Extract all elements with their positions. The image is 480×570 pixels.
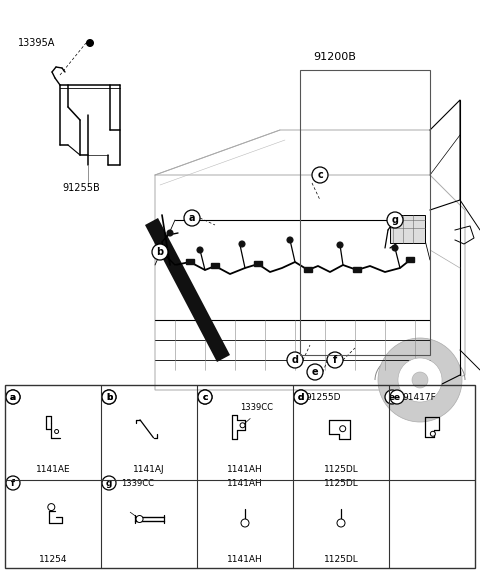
Circle shape <box>136 515 143 523</box>
Bar <box>353 267 361 272</box>
Text: b: b <box>106 393 112 401</box>
Text: 1141AE: 1141AE <box>36 466 70 474</box>
Circle shape <box>240 423 245 428</box>
Text: 1141AJ: 1141AJ <box>133 466 165 474</box>
Text: d: d <box>298 393 304 401</box>
Circle shape <box>239 241 245 247</box>
Circle shape <box>387 212 403 228</box>
Text: f: f <box>333 355 337 365</box>
Circle shape <box>184 210 200 226</box>
Circle shape <box>327 352 343 368</box>
Bar <box>406 257 414 262</box>
Circle shape <box>198 390 212 404</box>
Text: 91255B: 91255B <box>62 183 100 193</box>
Text: 91200B: 91200B <box>313 52 357 62</box>
Circle shape <box>86 39 94 47</box>
Circle shape <box>198 390 212 404</box>
Circle shape <box>102 476 116 490</box>
Text: b: b <box>106 393 112 401</box>
Circle shape <box>102 390 116 404</box>
Circle shape <box>412 372 428 388</box>
Circle shape <box>294 390 308 404</box>
Text: 1339CC: 1339CC <box>121 478 154 487</box>
Bar <box>304 267 312 272</box>
Bar <box>254 261 262 266</box>
Text: b: b <box>156 247 164 257</box>
Circle shape <box>378 338 462 422</box>
Circle shape <box>152 244 168 260</box>
Circle shape <box>385 390 399 404</box>
Text: 11254: 11254 <box>39 556 67 564</box>
Circle shape <box>102 390 116 404</box>
Text: e: e <box>394 393 400 401</box>
Circle shape <box>167 230 173 236</box>
Circle shape <box>340 426 346 431</box>
Circle shape <box>160 247 166 253</box>
Text: 1125DL: 1125DL <box>324 466 359 474</box>
Text: 13395A: 13395A <box>18 38 55 48</box>
Circle shape <box>6 476 20 490</box>
Text: a: a <box>10 393 16 401</box>
Circle shape <box>337 242 343 248</box>
Text: 1141AH: 1141AH <box>227 466 263 474</box>
Bar <box>186 259 194 264</box>
Circle shape <box>390 390 404 404</box>
Circle shape <box>6 390 20 404</box>
Text: 1141AH: 1141AH <box>227 478 263 487</box>
Polygon shape <box>145 218 230 362</box>
Circle shape <box>55 430 59 434</box>
Bar <box>300 70 430 355</box>
Text: d: d <box>291 355 299 365</box>
Bar <box>390 215 425 243</box>
Text: g: g <box>392 215 398 225</box>
Circle shape <box>337 519 345 527</box>
Circle shape <box>197 247 203 253</box>
Circle shape <box>287 352 303 368</box>
Text: c: c <box>317 170 323 180</box>
Text: 91255D: 91255D <box>305 393 341 401</box>
Circle shape <box>398 358 442 402</box>
Text: d: d <box>298 393 304 401</box>
Circle shape <box>312 167 328 183</box>
Text: e: e <box>312 367 318 377</box>
Text: 1125DL: 1125DL <box>324 478 359 487</box>
Text: a: a <box>10 393 16 401</box>
Bar <box>5 385 475 568</box>
Circle shape <box>6 390 20 404</box>
Circle shape <box>241 519 249 527</box>
Circle shape <box>48 504 55 511</box>
Text: 1141AH: 1141AH <box>227 556 263 564</box>
Circle shape <box>307 364 323 380</box>
Text: c: c <box>202 393 208 401</box>
Text: e: e <box>389 393 395 401</box>
Text: a: a <box>189 213 195 223</box>
Text: f: f <box>11 478 15 487</box>
Circle shape <box>294 390 308 404</box>
Circle shape <box>287 237 293 243</box>
Text: g: g <box>106 478 112 487</box>
Circle shape <box>431 431 435 436</box>
Text: 1339CC: 1339CC <box>240 403 274 412</box>
Bar <box>211 263 219 268</box>
Text: c: c <box>202 393 208 401</box>
Circle shape <box>392 245 398 251</box>
Circle shape <box>171 266 179 274</box>
Text: 1125DL: 1125DL <box>324 556 359 564</box>
Text: 91417F: 91417F <box>402 393 436 401</box>
